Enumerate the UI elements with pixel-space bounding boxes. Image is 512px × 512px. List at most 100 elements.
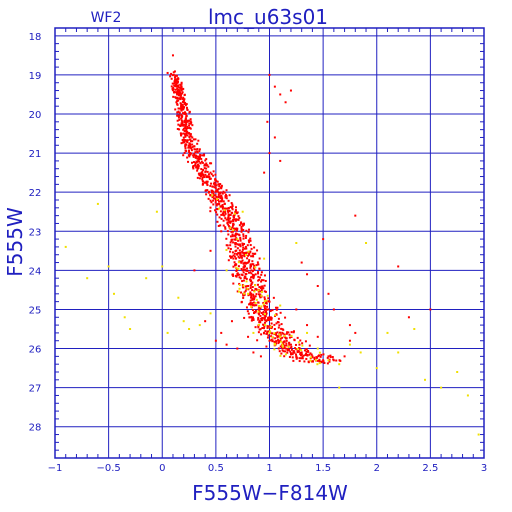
red-data-point — [290, 352, 293, 355]
red-data-point — [238, 234, 241, 237]
red-data-point — [205, 182, 208, 185]
red-data-point — [184, 117, 187, 120]
red-data-point — [263, 318, 266, 321]
red-data-point — [233, 252, 236, 255]
red-data-point — [239, 277, 242, 280]
red-data-point — [255, 288, 258, 291]
y-tick-label: 28 — [29, 423, 42, 434]
red-data-point — [214, 179, 217, 182]
red-data-point — [322, 359, 325, 362]
red-data-point — [222, 210, 225, 213]
yellow-data-point — [260, 305, 263, 308]
red-data-point — [185, 129, 188, 132]
red-data-point — [227, 233, 230, 236]
red-data-point — [224, 195, 227, 198]
series-red-points — [166, 54, 432, 365]
red-data-point — [174, 88, 177, 91]
red-data-point — [229, 244, 232, 247]
red-data-point — [197, 139, 200, 142]
red-data-point — [200, 168, 203, 171]
red-data-point — [277, 326, 280, 329]
red-data-point — [240, 291, 243, 294]
red-data-point — [251, 281, 254, 284]
red-data-point — [196, 155, 199, 158]
red-data-point — [178, 118, 181, 121]
red-data-point — [279, 311, 282, 314]
red-data-point — [195, 166, 198, 169]
yellow-data-point — [107, 265, 110, 268]
yellow-data-point — [316, 347, 319, 350]
red-data-point — [210, 182, 213, 185]
red-data-point — [196, 160, 199, 163]
red-data-point — [230, 211, 233, 214]
red-data-point — [199, 172, 202, 175]
red-data-point — [261, 327, 264, 330]
red-data-point — [208, 176, 211, 179]
red-data-point — [215, 189, 218, 192]
red-data-point — [185, 106, 188, 109]
red-data-point — [319, 355, 322, 358]
y-tick-label: 25 — [29, 305, 42, 316]
red-data-point — [282, 343, 285, 346]
yellow-data-point — [64, 245, 67, 248]
red-data-point — [238, 216, 241, 219]
red-data-point — [252, 267, 255, 270]
y-tick-labels: 18 19 20 21 22 23 24 25 26 27 28 — [29, 32, 42, 434]
yellow-data-point — [284, 353, 287, 356]
red-data-point — [191, 146, 194, 149]
red-data-point — [284, 347, 287, 350]
red-data-point — [234, 218, 237, 221]
red-data-point — [279, 337, 282, 340]
yellow-data-point — [266, 294, 269, 297]
red-data-point — [182, 96, 185, 99]
red-data-point — [184, 143, 187, 146]
red-data-point — [223, 207, 226, 210]
red-data-point — [189, 122, 192, 125]
yellow-data-point — [254, 301, 257, 304]
red-data-point — [265, 332, 268, 335]
red-data-point — [244, 289, 247, 292]
red-data-point — [179, 102, 182, 105]
red-data-point — [298, 343, 301, 346]
red-data-point — [188, 126, 191, 129]
yellow-data-point — [211, 194, 214, 197]
red-data-point — [183, 120, 186, 123]
red-data-point — [241, 274, 244, 277]
red-data-point — [287, 348, 290, 351]
red-data-point — [184, 139, 187, 142]
red-data-point — [263, 321, 266, 324]
red-data-point — [169, 75, 172, 78]
red-data-point — [217, 200, 220, 203]
yellow-data-point — [244, 254, 247, 257]
red-data-point — [201, 176, 204, 179]
red-data-point — [194, 148, 197, 151]
red-data-point — [299, 351, 302, 354]
red-data-point — [233, 238, 236, 241]
red-data-point — [224, 217, 227, 220]
red-data-point — [223, 191, 226, 194]
red-data-point — [233, 255, 236, 258]
red-data-point — [188, 124, 191, 127]
red-data-point — [239, 239, 242, 242]
red-data-point — [180, 92, 183, 95]
red-data-point — [204, 159, 207, 162]
red-data-point — [250, 296, 253, 299]
red-data-point — [223, 214, 226, 217]
red-data-point — [191, 161, 194, 164]
red-data-point — [277, 342, 280, 345]
red-data-point — [290, 331, 293, 334]
red-data-point — [201, 154, 204, 157]
red-data-point — [407, 316, 410, 319]
red-data-point — [242, 223, 245, 226]
red-data-point — [229, 255, 232, 258]
red-data-point — [275, 332, 278, 335]
red-data-point — [265, 320, 268, 323]
red-data-point — [234, 243, 237, 246]
red-data-point — [193, 154, 196, 157]
red-data-point — [237, 243, 240, 246]
red-data-point — [280, 323, 283, 326]
red-data-point — [220, 205, 223, 208]
red-data-point — [207, 197, 210, 200]
red-data-point — [234, 210, 237, 213]
red-data-point — [196, 148, 199, 151]
